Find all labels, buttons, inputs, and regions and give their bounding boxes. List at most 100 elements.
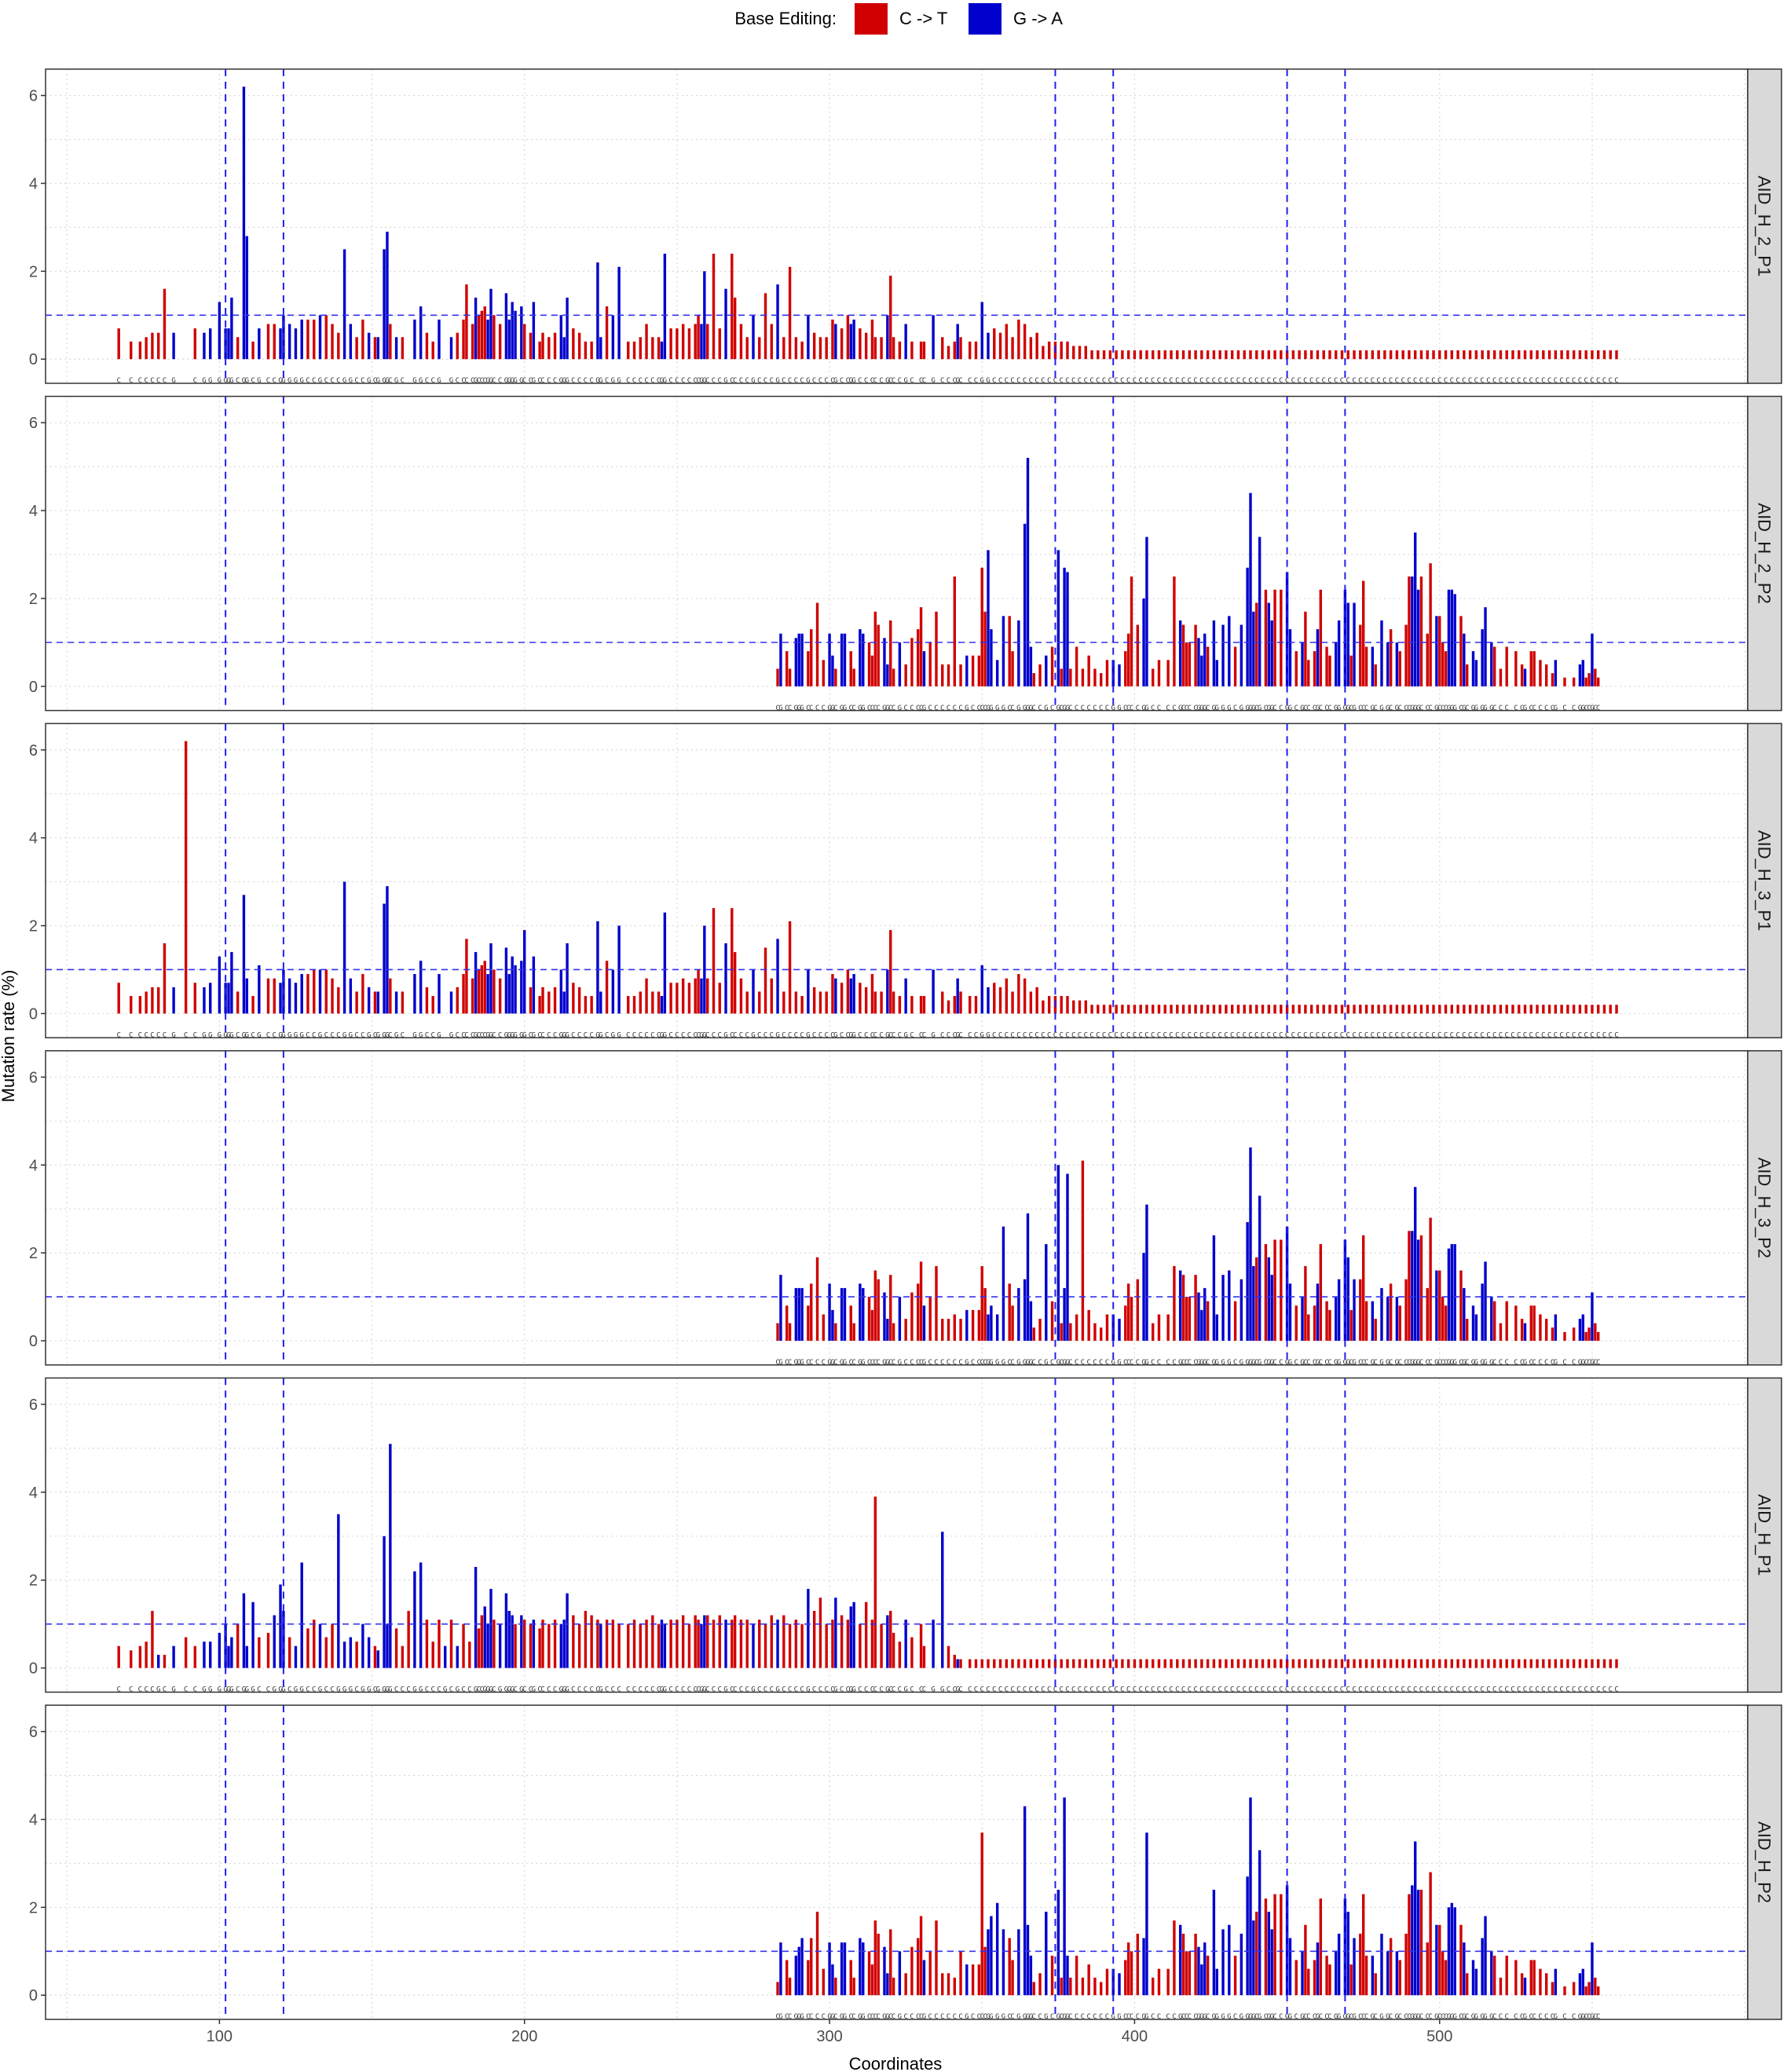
- bar: [529, 332, 533, 360]
- base-label: G: [342, 377, 346, 385]
- bar: [928, 642, 932, 686]
- base-label: G: [1447, 2013, 1451, 2021]
- base-label: C: [657, 377, 661, 385]
- base-label: C: [547, 1686, 551, 1694]
- bar: [258, 328, 261, 360]
- base-label: C: [846, 377, 850, 385]
- bar: [438, 319, 441, 360]
- base-label: C: [1099, 2013, 1103, 2021]
- base-label: C: [1532, 1359, 1536, 1367]
- bar: [953, 1314, 956, 1342]
- bar: [1206, 646, 1210, 686]
- bar: [1389, 629, 1393, 686]
- bar: [941, 337, 944, 360]
- bar: [1459, 616, 1463, 686]
- base-label: C: [1401, 377, 1404, 385]
- bar: [1340, 350, 1344, 360]
- base-label: C: [1419, 1031, 1423, 1039]
- bar: [706, 1615, 709, 1668]
- bar: [287, 978, 291, 1014]
- bar: [1444, 1960, 1448, 1996]
- bar: [617, 1624, 621, 1668]
- bar: [1255, 1257, 1258, 1342]
- bar: [800, 633, 804, 686]
- base-label: C: [898, 377, 902, 385]
- bar: [1185, 1951, 1188, 1996]
- bar: [919, 1916, 923, 1996]
- base-label: C: [1486, 1031, 1490, 1039]
- bar: [1115, 1005, 1118, 1014]
- base-label: C: [696, 1686, 700, 1694]
- bar: [1584, 1005, 1587, 1014]
- base-label: C: [1492, 377, 1496, 385]
- base-label: G: [242, 377, 246, 385]
- bar: [660, 996, 664, 1014]
- base-label: G: [885, 1359, 889, 1367]
- bar: [941, 1319, 944, 1342]
- bar: [1301, 642, 1304, 686]
- bar: [425, 332, 429, 360]
- base-label: C: [1233, 1359, 1237, 1367]
- base-label: C: [718, 1686, 722, 1694]
- bar: [1337, 620, 1341, 686]
- base-label: C: [1444, 705, 1448, 712]
- bar: [541, 987, 544, 1014]
- base-label: C: [770, 1031, 774, 1039]
- bar: [840, 1942, 844, 1996]
- bar: [1060, 341, 1063, 360]
- bar: [859, 1938, 862, 1996]
- bar: [1438, 1270, 1441, 1342]
- base-label: C: [1023, 377, 1027, 385]
- base-label: G: [1288, 705, 1292, 712]
- base-label: G: [226, 1031, 230, 1039]
- bar: [886, 1615, 889, 1668]
- base-label: C: [1441, 705, 1445, 712]
- bar: [1441, 1951, 1445, 1996]
- bar: [807, 1960, 810, 1996]
- base-label: C: [584, 377, 588, 385]
- bar: [1349, 1964, 1353, 1996]
- bar: [1170, 350, 1173, 360]
- bar: [873, 611, 877, 686]
- base-label: C: [977, 2013, 981, 2021]
- bar: [1581, 660, 1584, 686]
- bar: [1597, 677, 1600, 686]
- base-label: C: [522, 1686, 526, 1694]
- base-label: C: [1038, 2013, 1042, 2021]
- base-label: C: [1426, 1031, 1430, 1039]
- bar: [367, 1637, 371, 1668]
- base-label: G: [1240, 2013, 1243, 2021]
- bar: [294, 1646, 298, 1668]
- base-label: C: [1346, 1031, 1350, 1039]
- bar: [227, 983, 230, 1014]
- base-label: C: [873, 1359, 877, 1367]
- bar: [1328, 1005, 1331, 1014]
- base-label: C: [150, 377, 154, 385]
- bar: [1364, 1659, 1368, 1668]
- bar: [1419, 1889, 1423, 1996]
- bar: [840, 1615, 844, 1668]
- bar: [553, 1620, 557, 1668]
- base-label: C: [306, 1031, 309, 1039]
- base-label: C: [1499, 2013, 1503, 2021]
- bar: [852, 1602, 855, 1668]
- bar: [1426, 350, 1429, 360]
- bar: [504, 293, 508, 360]
- base-label: C: [873, 1686, 877, 1694]
- base-label: G: [281, 1686, 285, 1694]
- base-label: C: [163, 1686, 167, 1694]
- base-label: C: [650, 377, 654, 385]
- bar: [1294, 1305, 1298, 1342]
- bar: [712, 908, 716, 1014]
- bar: [465, 284, 468, 360]
- base-label: C: [1361, 1359, 1365, 1367]
- bar: [880, 1624, 883, 1668]
- bar: [703, 1615, 706, 1668]
- bar: [660, 341, 664, 360]
- base-label: G: [751, 377, 755, 385]
- bar: [1459, 1924, 1463, 1996]
- bar: [1413, 1187, 1417, 1342]
- bar: [130, 341, 133, 360]
- bar: [1594, 668, 1597, 686]
- base-label: C: [394, 1686, 398, 1694]
